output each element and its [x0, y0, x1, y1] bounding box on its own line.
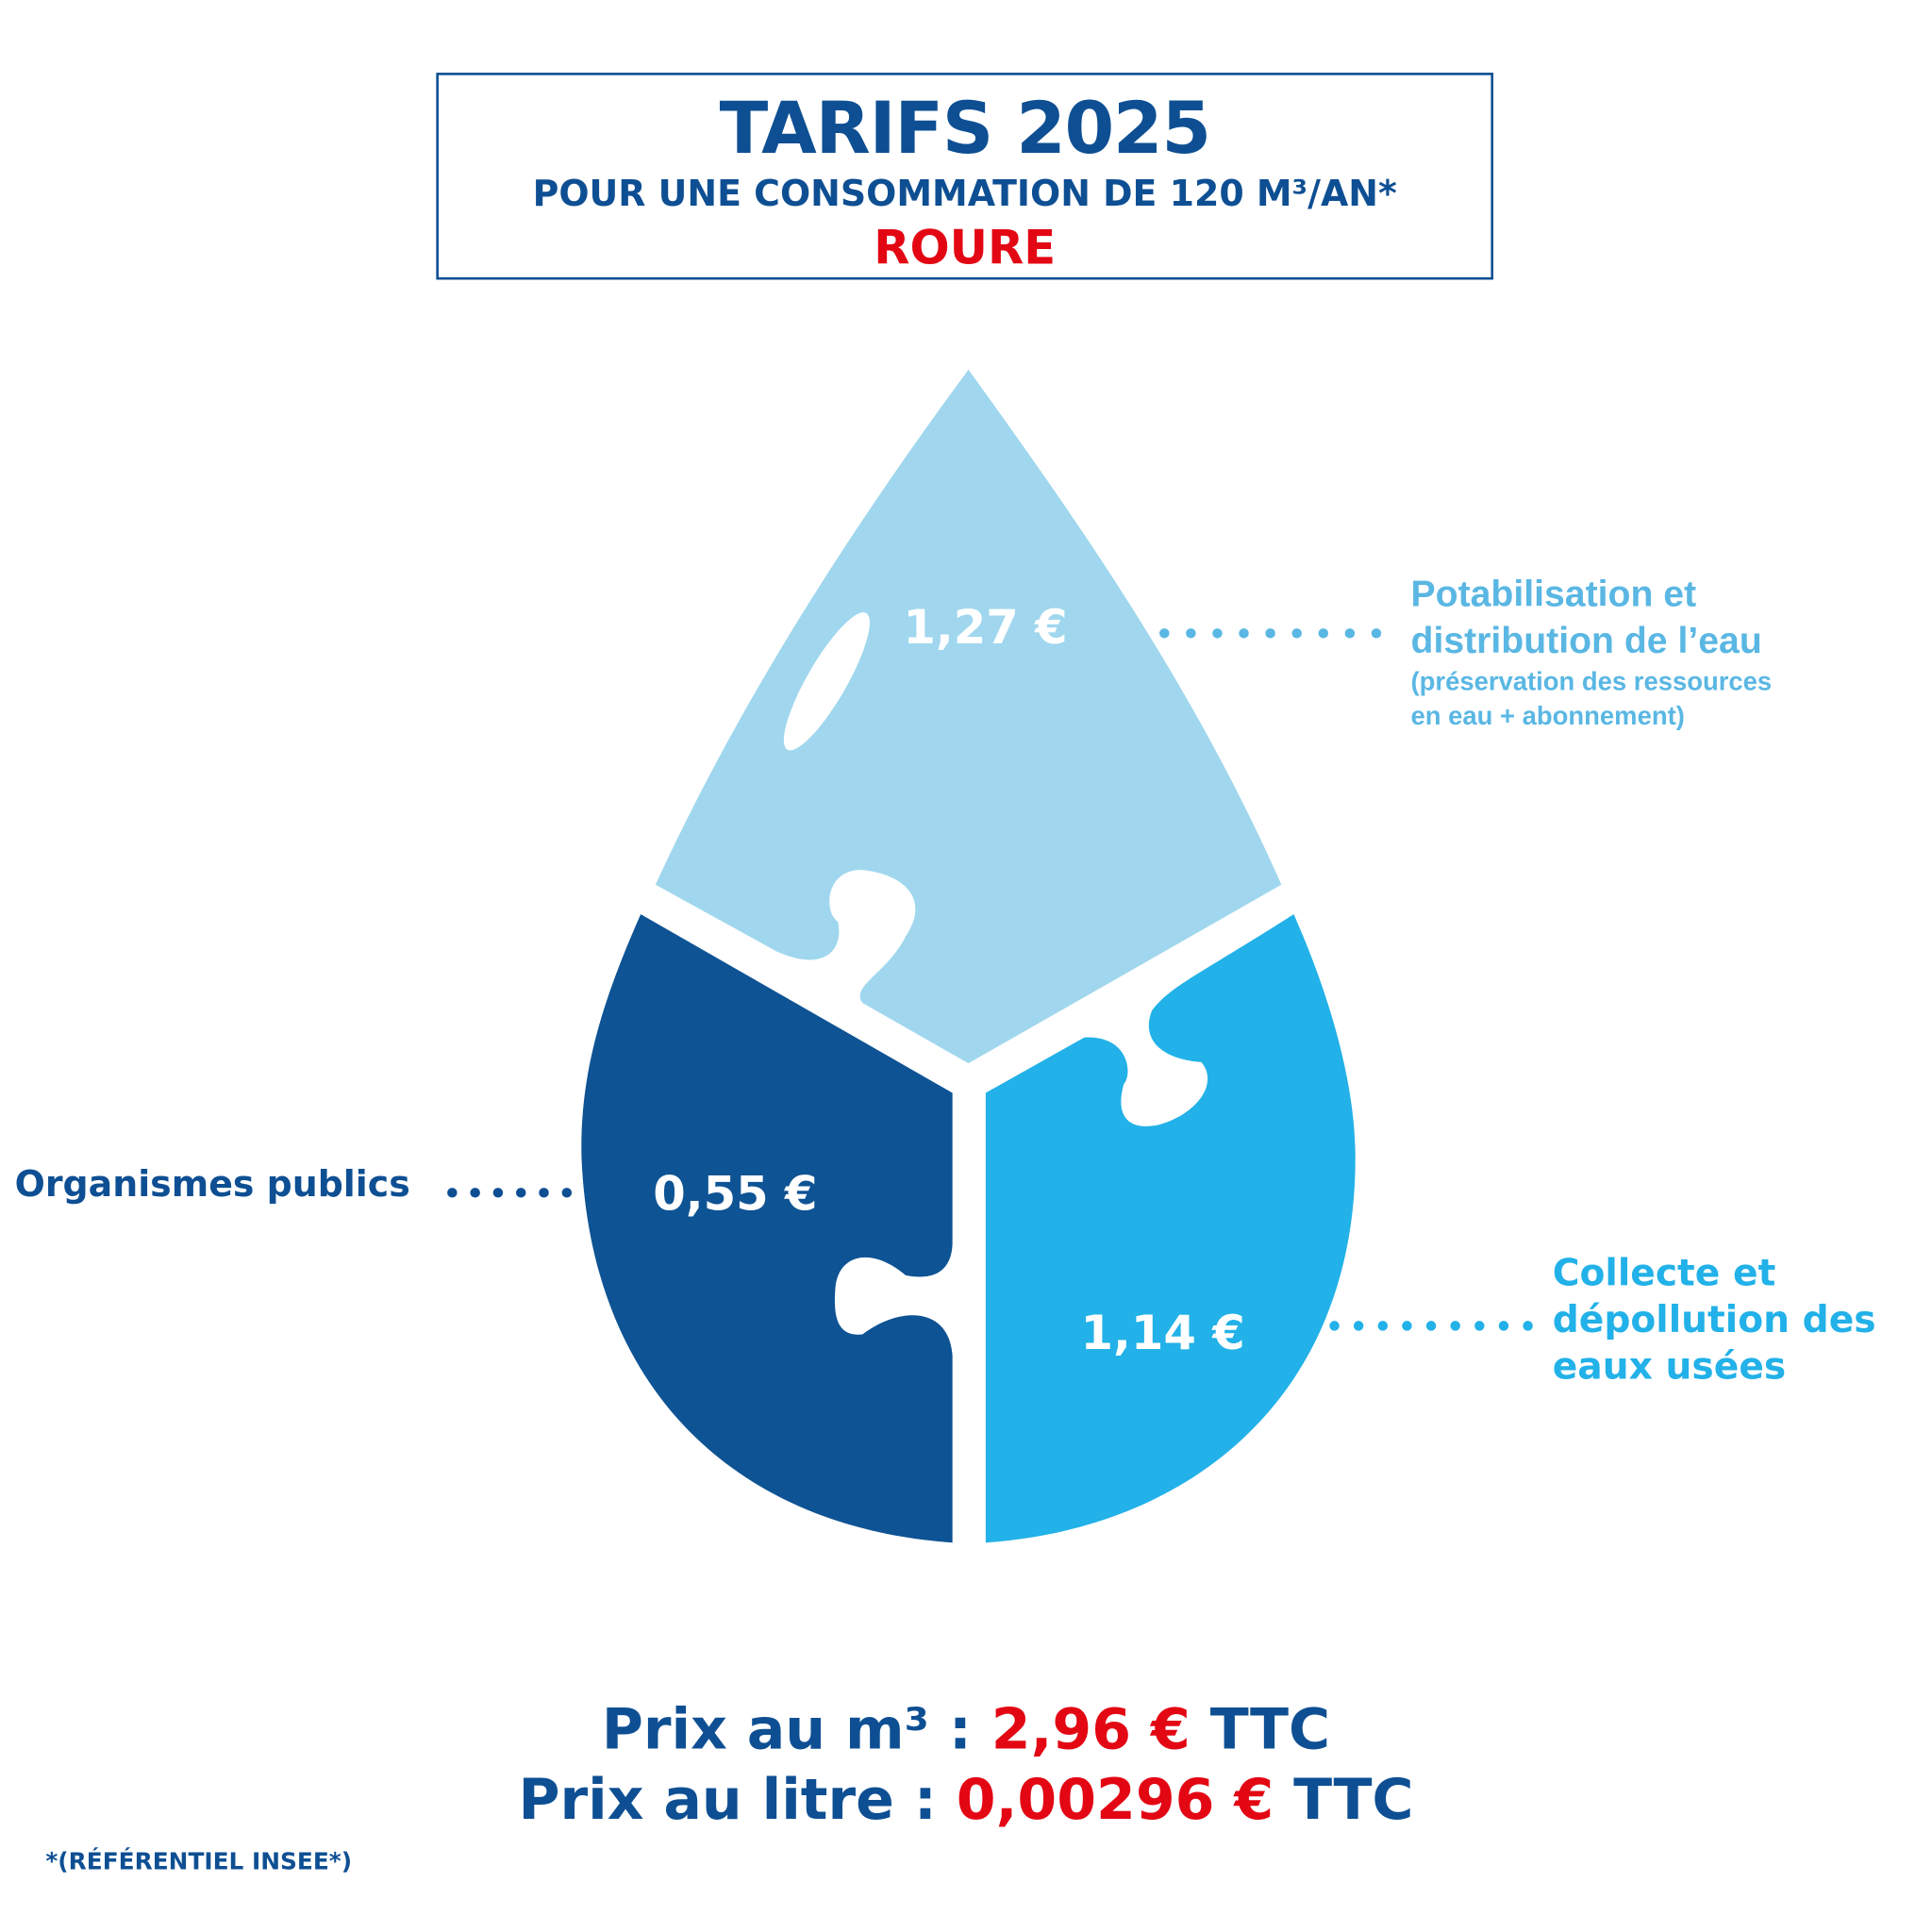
price-litre-label: Prix au litre :	[518, 1765, 957, 1833]
leader-dot	[1523, 1321, 1533, 1331]
leader-dot	[1318, 628, 1328, 639]
price-litre-suffix: TTC	[1274, 1765, 1414, 1833]
page-subtitle: POUR UNE CONSOMMATION DE 120 M³/AN*	[532, 172, 1397, 215]
label-line: Collecte et	[1552, 1252, 1776, 1295]
label-line: distribution de l’eau	[1410, 621, 1762, 662]
label-note: (préservation des ressources	[1410, 667, 1773, 696]
value-collecte: 1,14 €	[1080, 1306, 1245, 1360]
price-m3-label: Prix au m³ :	[601, 1695, 991, 1762]
value-organismes: 0,55 €	[653, 1166, 818, 1222]
page-title: TARIFS 2025	[719, 86, 1211, 171]
segment-organismes	[581, 914, 953, 1543]
price-litre-value: 0,00296 €	[956, 1765, 1274, 1833]
footnote: *(RÉFÉRENTIEL INSEE*)	[45, 1848, 353, 1875]
leader-dot	[1186, 628, 1196, 639]
leader-dot	[1402, 1321, 1412, 1331]
leader-dot	[1425, 1321, 1437, 1331]
label-line: dépollution des	[1552, 1298, 1876, 1342]
leader-dot	[1371, 628, 1382, 639]
price-m3-suffix: TTC	[1190, 1695, 1331, 1762]
leader-dot	[1265, 628, 1275, 639]
leader-dot	[447, 1188, 458, 1198]
leader-dot	[1159, 628, 1170, 639]
segment-potabilisation	[655, 369, 1282, 1064]
leader-dots	[447, 628, 1533, 1331]
leader-dot	[492, 1188, 504, 1198]
label-line: eaux usées	[1552, 1345, 1787, 1389]
city-name: ROURE	[874, 220, 1057, 275]
value-potabilisation: 1,27 €	[903, 600, 1068, 655]
leader-dot	[1344, 628, 1356, 639]
leader-dot	[1498, 1321, 1509, 1331]
label-line: Potabilisation et	[1410, 574, 1697, 615]
leader-dot	[470, 1188, 480, 1198]
price-m3-value: 2,96 €	[991, 1695, 1191, 1762]
leader-dot	[1377, 1321, 1389, 1331]
price-litre: Prix au litre : 0,00296 € TTC	[0, 1764, 1932, 1834]
leader-dot	[516, 1188, 526, 1198]
highlight-shape	[783, 612, 870, 751]
leader-dot	[1450, 1321, 1460, 1331]
leader-dot	[539, 1188, 549, 1198]
price-m3: Prix au m³ : 2,96 € TTC	[0, 1694, 1932, 1764]
label-organismes: Organismes publics	[14, 1162, 410, 1206]
leader-dot	[1239, 628, 1249, 639]
leader-dot	[561, 1188, 573, 1198]
label-note: en eau + abonnement)	[1410, 702, 1685, 731]
leader-dot	[1353, 1321, 1364, 1331]
leader-dot	[1291, 628, 1302, 639]
segment-collecte	[985, 914, 1356, 1543]
price-summary: Prix au m³ : 2,96 € TTC Prix au litre : …	[0, 1694, 1932, 1835]
label-potabilisation: Potabilisation et distribution de l’eau …	[1411, 572, 1773, 734]
title-box: TARIFS 2025 POUR UNE CONSOMMATION DE 120…	[436, 73, 1494, 280]
leader-dot	[1212, 628, 1223, 639]
label-collecte: Collecte et dépollution des eaux usées	[1553, 1251, 1876, 1391]
leader-dot	[1474, 1321, 1485, 1331]
leader-dot	[1329, 1321, 1340, 1331]
